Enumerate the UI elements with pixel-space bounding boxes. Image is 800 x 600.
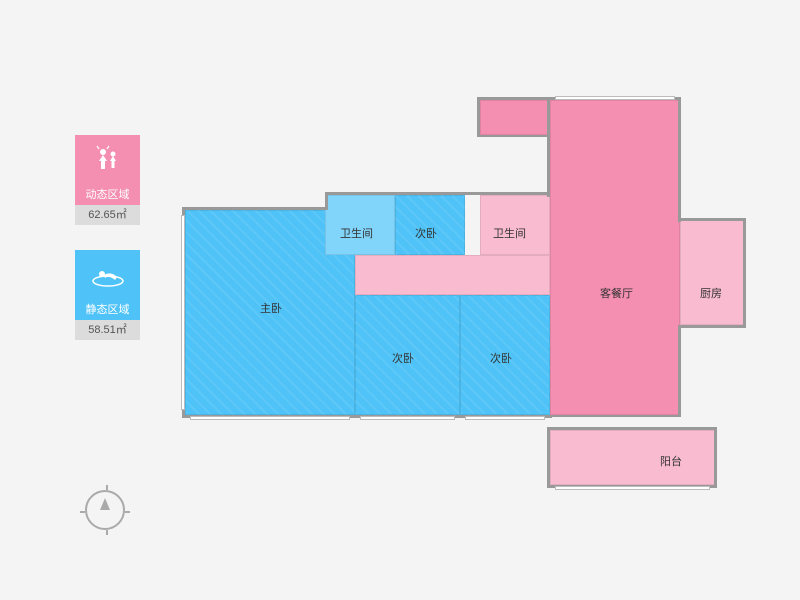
room-balcony — [550, 430, 715, 485]
legend-panel: 动态区域 62.65㎡ 静态区域 58.51㎡ — [75, 135, 140, 365]
legend-static-value: 58.51㎡ — [75, 320, 140, 340]
legend-dynamic: 动态区域 62.65㎡ — [75, 135, 140, 225]
room-corridor — [355, 255, 550, 295]
wall-13 — [678, 325, 746, 328]
window-3 — [181, 215, 185, 410]
compass-icon — [85, 490, 125, 530]
wall-1 — [182, 207, 327, 210]
wall-15 — [547, 415, 681, 417]
window-1 — [360, 416, 455, 420]
wall-11 — [678, 218, 746, 221]
wall-16 — [547, 427, 717, 430]
room-label-living-dining: 客餐厅 — [600, 285, 633, 301]
window-4 — [555, 486, 710, 490]
wall-9 — [678, 97, 681, 222]
wall-5 — [547, 97, 550, 197]
room-label-bedroom-3: 次卧 — [490, 350, 512, 366]
wall-3 — [325, 192, 550, 195]
room-living-ext — [480, 100, 550, 135]
room-living-dining — [550, 100, 680, 415]
wall-19 — [714, 427, 717, 488]
room-label-balcony: 阳台 — [660, 453, 682, 469]
room-kitchen — [680, 220, 745, 325]
room-label-master-bedroom: 主卧 — [260, 300, 282, 316]
window-0 — [190, 416, 350, 420]
wall-7 — [477, 97, 480, 137]
legend-static-title: 静态区域 — [75, 300, 140, 320]
window-2 — [465, 416, 545, 420]
window-5 — [555, 96, 675, 100]
wall-14 — [678, 325, 681, 415]
legend-static: 静态区域 58.51㎡ — [75, 250, 140, 340]
legend-static-icon — [75, 250, 140, 300]
legend-dynamic-title: 动态区域 — [75, 185, 140, 205]
room-label-bathroom-2: 卫生间 — [493, 225, 526, 241]
room-label-bathroom-1: 卫生间 — [340, 225, 373, 241]
wall-18 — [547, 427, 550, 488]
floorplan-canvas: 主卧卫生间次卧次卧次卧卫生间客餐厅厨房阳台 — [185, 100, 750, 500]
room-label-bedroom-2-top: 次卧 — [415, 225, 437, 241]
room-label-kitchen: 厨房 — [700, 285, 722, 301]
wall-8 — [477, 135, 550, 137]
legend-dynamic-icon — [75, 135, 140, 185]
legend-dynamic-value: 62.65㎡ — [75, 205, 140, 225]
room-label-bedroom-2: 次卧 — [392, 350, 414, 366]
wall-6 — [477, 97, 550, 100]
wall-12 — [743, 218, 746, 328]
